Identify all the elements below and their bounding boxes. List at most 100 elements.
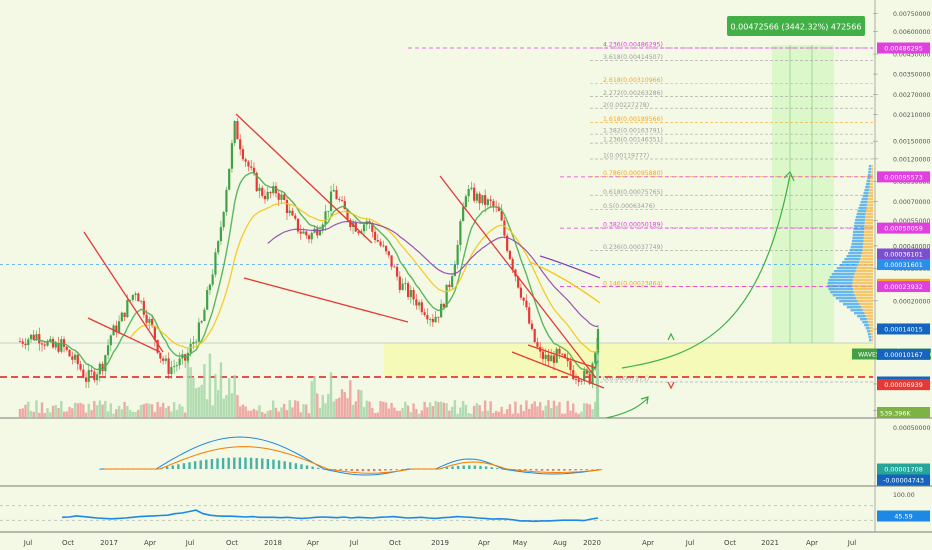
candle-body <box>131 294 134 300</box>
volume-bar <box>335 398 338 418</box>
volume-bar <box>38 412 41 418</box>
volume-badge-bg <box>877 407 930 418</box>
volume-bar <box>514 401 517 418</box>
macd-histogram-bar <box>255 458 258 469</box>
volume-bar <box>161 402 165 418</box>
candle-body <box>519 287 523 298</box>
macd-histogram-bar <box>389 469 393 471</box>
volume-bar <box>470 413 473 418</box>
volume-bar <box>288 400 291 418</box>
time-axis: Jul Oct 2017 Apr Jul Oct 2018 Apr Jul Oct 2019 Apr M… <box>23 539 857 547</box>
candle-body <box>258 187 261 191</box>
candle-body <box>21 341 24 344</box>
volume-profile-bar <box>866 204 873 207</box>
candle-body <box>440 303 443 318</box>
volume-profile-bar <box>869 186 873 189</box>
volume-profile-bar <box>853 228 865 231</box>
candle-body <box>57 343 60 352</box>
time-tick-label: 2017 <box>100 539 118 547</box>
volume-profile-bar <box>835 297 857 300</box>
fib-label: 2.272(0.00263286) <box>603 90 663 97</box>
candle-body <box>406 283 410 298</box>
volume-profile-bar <box>866 207 873 210</box>
candle-body <box>583 370 586 381</box>
candle-body <box>35 334 38 340</box>
candle-body <box>162 358 165 361</box>
volume-profile-bar <box>853 231 865 234</box>
candle-body <box>60 339 63 352</box>
candle-body <box>104 355 107 372</box>
candle-body <box>170 367 173 374</box>
volume-bar <box>459 407 462 418</box>
volume-profile-bar <box>863 234 873 237</box>
volume-profile-bar <box>868 336 871 339</box>
macd-histogram-bar <box>193 461 197 469</box>
time-tick-label: Jul <box>23 539 33 547</box>
candle-body <box>195 341 198 343</box>
price-tick-label: 0.00270000 <box>893 92 930 99</box>
candle-body <box>123 312 126 318</box>
candle-body <box>393 266 396 268</box>
volume-bar <box>233 375 236 418</box>
candle-body <box>291 210 294 216</box>
volume-profile-bar <box>842 261 860 264</box>
candle-body <box>294 215 297 219</box>
volume-profile-bar <box>849 249 863 252</box>
volume-profile-bar <box>860 258 873 261</box>
volume-profile-bar <box>854 294 873 297</box>
volume-profile-bar <box>855 216 866 219</box>
macd-histogram-bar <box>367 469 370 472</box>
macd-histogram-bar <box>479 465 482 469</box>
macd-badge: -0.00004743 <box>883 477 924 485</box>
volume-bar <box>376 412 380 418</box>
volume-bar <box>541 410 545 418</box>
time-tick-label: 2019 <box>431 539 449 547</box>
projection-arrowhead <box>783 170 795 182</box>
macd-histogram-bar <box>361 469 365 472</box>
trendline <box>511 351 605 389</box>
volume-profile-bar <box>864 219 873 222</box>
volume-bar <box>572 403 575 418</box>
volume-bars <box>18 338 600 418</box>
volume-bar <box>40 402 44 418</box>
volume-bar <box>142 404 146 418</box>
volume-profile-bar <box>853 312 865 315</box>
macd-histogram-bar <box>289 462 292 469</box>
candle-body <box>475 193 478 201</box>
volume-bar <box>327 393 330 418</box>
candle-body <box>506 235 509 251</box>
macd-histogram-bar <box>350 469 353 471</box>
volume-profile-bar <box>830 291 854 294</box>
volume-bar <box>426 407 429 418</box>
price-badge-bg <box>877 281 930 293</box>
volume-profile-bar <box>839 264 858 267</box>
volume-bar <box>412 403 415 418</box>
volume-profile-bar <box>857 315 866 318</box>
volume-profile-bar <box>852 279 873 282</box>
candle-body <box>203 309 206 322</box>
candle-body <box>217 241 220 253</box>
candle-body <box>536 342 539 347</box>
price-tick-label: 0.00040000 <box>893 243 930 250</box>
volume-profile-bar <box>836 267 857 270</box>
volume-profile-bar <box>850 246 863 249</box>
volume-profile-bar <box>868 165 872 168</box>
volume-bar <box>503 413 506 418</box>
volume-bar <box>591 409 594 418</box>
volume-bar <box>84 412 88 418</box>
trendline <box>527 344 597 369</box>
volume-bar <box>170 411 173 418</box>
macd-histogram-bar <box>451 466 454 469</box>
volume-bar <box>145 403 148 418</box>
candle-body <box>285 199 289 214</box>
fib-label: 2.618(0.00310966) <box>603 77 663 84</box>
candle-body <box>423 312 426 315</box>
volume-profile-bar <box>871 165 873 168</box>
volume-bar <box>164 408 168 418</box>
volume-bar <box>230 393 234 418</box>
candle-body <box>574 379 578 380</box>
volume-bar <box>73 402 77 418</box>
candle-body <box>588 373 591 384</box>
volume-bar <box>186 356 190 418</box>
candle-body <box>324 211 327 225</box>
